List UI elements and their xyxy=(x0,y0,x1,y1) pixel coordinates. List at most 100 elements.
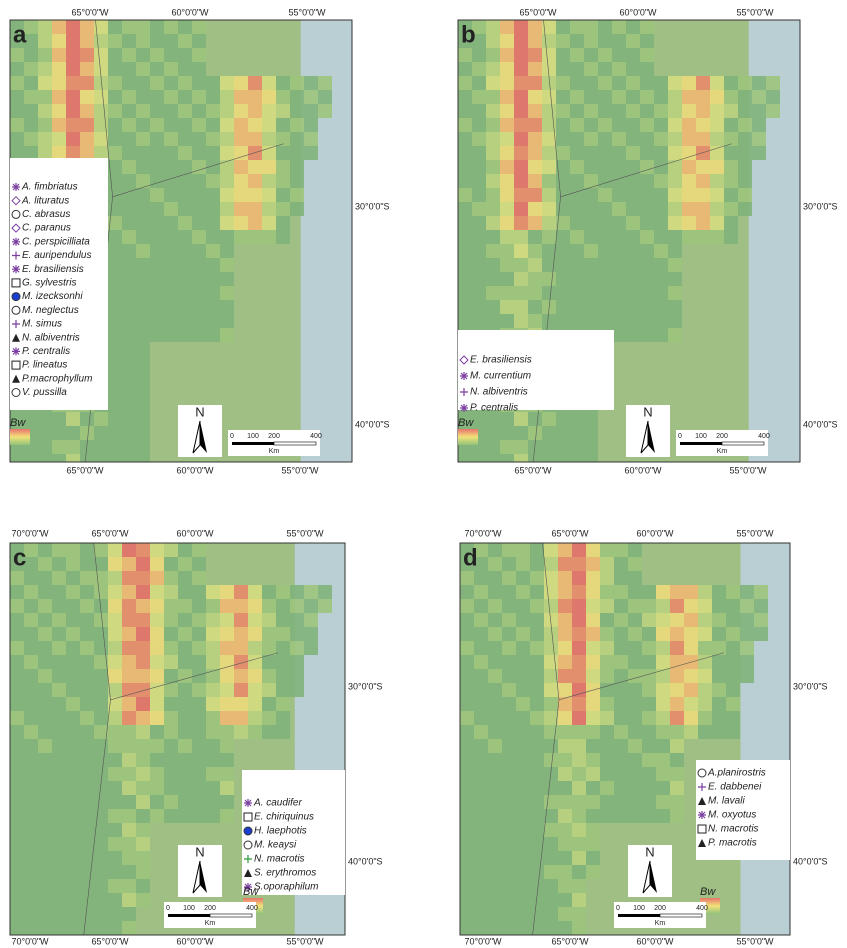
climate-cell xyxy=(136,272,150,286)
climate-cell xyxy=(556,300,570,314)
climate-cell xyxy=(654,230,668,244)
climate-cell xyxy=(556,76,570,90)
climate-cell xyxy=(612,272,626,286)
climate-cell xyxy=(38,753,52,767)
climate-cell xyxy=(10,655,24,669)
climate-cell xyxy=(108,823,122,837)
climate-cell xyxy=(586,697,600,711)
climate-cell xyxy=(486,426,500,440)
climate-cell xyxy=(164,48,178,62)
climate-cell xyxy=(600,725,614,739)
climate-cell xyxy=(724,230,738,244)
climate-cell xyxy=(670,781,684,795)
border xyxy=(83,543,279,935)
climate-cell xyxy=(220,711,234,725)
climate-cell xyxy=(220,753,234,767)
climate-cell xyxy=(108,837,122,851)
climate-cell xyxy=(570,230,584,244)
climate-cell xyxy=(192,669,206,683)
climate-cell xyxy=(94,557,108,571)
climate-cell xyxy=(10,104,24,118)
climate-cell xyxy=(502,725,516,739)
climate-cell xyxy=(586,795,600,809)
climate-cell xyxy=(66,132,80,146)
climate-cell xyxy=(178,216,192,230)
climate-cell xyxy=(262,76,276,90)
climate-cell xyxy=(472,160,486,174)
climate-cell xyxy=(486,132,500,146)
climate-cell xyxy=(752,90,766,104)
climate-cell xyxy=(500,132,514,146)
climate-cell xyxy=(66,613,80,627)
climate-cell xyxy=(514,300,528,314)
legend-symbol xyxy=(11,305,21,315)
climate-cell xyxy=(528,174,542,188)
climate-cell xyxy=(654,174,668,188)
north-label: N xyxy=(195,844,204,859)
climate-cell xyxy=(544,893,558,907)
legend-symbol xyxy=(12,237,20,246)
climate-cell xyxy=(668,76,682,90)
climate-cell xyxy=(206,599,220,613)
climate-cell xyxy=(192,76,206,90)
climate-cell xyxy=(502,781,516,795)
climate-cell xyxy=(10,907,24,921)
climate-cell xyxy=(220,599,234,613)
climate-cell xyxy=(108,781,122,795)
climate-cell xyxy=(502,711,516,725)
climate-cell xyxy=(570,160,584,174)
legend-symbol xyxy=(11,360,21,370)
climate-cell xyxy=(682,202,696,216)
climate-cell xyxy=(122,893,136,907)
climate-cell xyxy=(234,669,248,683)
climate-cell xyxy=(530,655,544,669)
climate-cell xyxy=(192,543,206,557)
climate-cell xyxy=(136,384,150,398)
climate-cell xyxy=(164,753,178,767)
climate-cell xyxy=(66,20,80,34)
climate-cell xyxy=(150,543,164,557)
climate-cell xyxy=(122,230,136,244)
climate-cell xyxy=(668,272,682,286)
climate-cell xyxy=(474,557,488,571)
climate-cell xyxy=(516,725,530,739)
climate-cell xyxy=(38,809,52,823)
climate-cell xyxy=(670,809,684,823)
climate-cell xyxy=(558,921,572,935)
climate-cell xyxy=(642,613,656,627)
climate-cell xyxy=(206,230,220,244)
climate-cell xyxy=(460,865,474,879)
climate-cell xyxy=(738,104,752,118)
climate-cell xyxy=(572,921,586,935)
climate-cell xyxy=(10,921,24,935)
climate-cell xyxy=(724,188,738,202)
climate-cell xyxy=(656,669,670,683)
climate-cell xyxy=(290,90,304,104)
climate-cell xyxy=(486,118,500,132)
climate-cell xyxy=(164,314,178,328)
climate-cell xyxy=(24,823,38,837)
climate-cell xyxy=(52,118,66,132)
climate-cell xyxy=(584,132,598,146)
climate-cell xyxy=(740,599,754,613)
climate-cell xyxy=(528,286,542,300)
climate-cell xyxy=(530,837,544,851)
climate-cell xyxy=(150,104,164,118)
climate-cell xyxy=(544,823,558,837)
climate-cell xyxy=(514,48,528,62)
climate-cell xyxy=(52,76,66,90)
scale-bar-black xyxy=(232,442,274,445)
climate-cell xyxy=(164,286,178,300)
legend-box xyxy=(458,330,614,410)
climate-cell xyxy=(136,795,150,809)
climate-cell xyxy=(262,669,276,683)
climate-cell xyxy=(556,90,570,104)
climate-cell xyxy=(572,837,586,851)
climate-cell xyxy=(52,132,66,146)
map-panel: d70°0'0"W 65°0'0"W 60°0'0"W 55°0'0"W70°0'0"… xyxy=(459,528,828,946)
climate-cell xyxy=(500,20,514,34)
climate-cell xyxy=(80,865,94,879)
climate-cell xyxy=(460,753,474,767)
climate-cell xyxy=(612,188,626,202)
scale-bar-black xyxy=(618,914,660,917)
